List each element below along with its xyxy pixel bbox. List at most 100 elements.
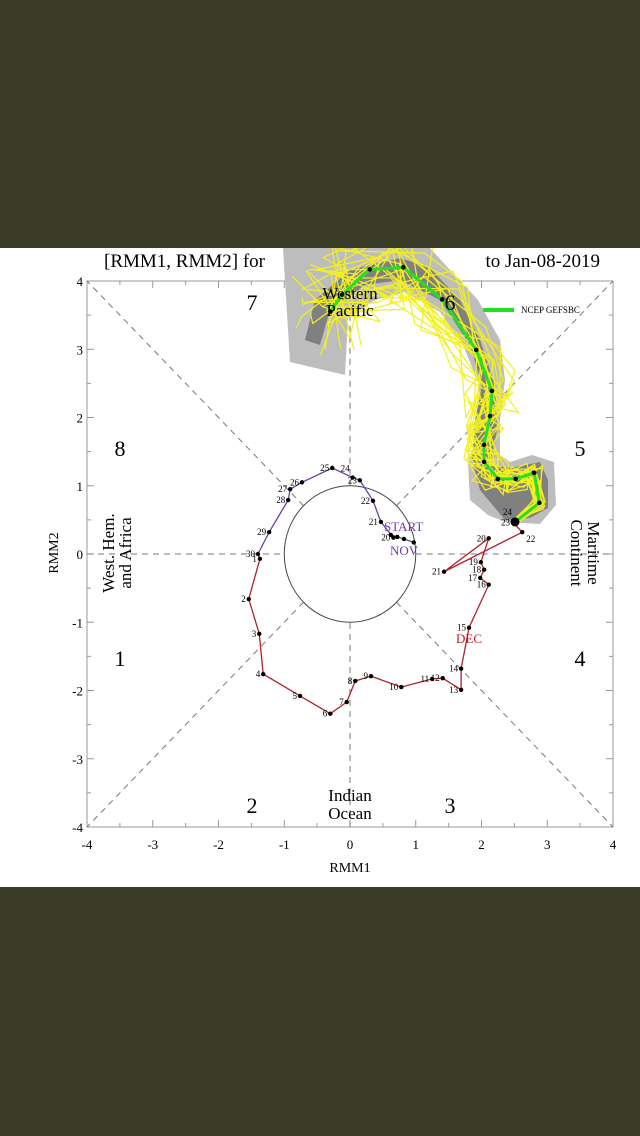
day-label: 30 bbox=[246, 549, 256, 559]
day-point bbox=[370, 498, 376, 503]
region-maritime-1: Maritime bbox=[584, 521, 603, 584]
day-label: 6 bbox=[323, 709, 328, 719]
mean-forecast-point bbox=[531, 470, 537, 476]
day-label: 21 bbox=[369, 517, 378, 527]
day-point bbox=[477, 575, 483, 581]
day-label: 21 bbox=[432, 567, 441, 577]
mean-forecast-point bbox=[339, 292, 345, 297]
day-point bbox=[299, 480, 305, 485]
diagonal-dashed-line bbox=[86, 601, 304, 828]
day-point bbox=[440, 676, 445, 681]
diagonal-dashed-line bbox=[86, 280, 304, 507]
day-point bbox=[287, 486, 293, 492]
day-label: 23 bbox=[501, 518, 511, 528]
phase-7: 7 bbox=[247, 290, 258, 315]
day-label: 3 bbox=[252, 629, 257, 639]
day-label: 12 bbox=[431, 673, 440, 683]
x-tick-label: 3 bbox=[544, 837, 551, 852]
day-label: 13 bbox=[449, 685, 459, 695]
y-tick-label: -4 bbox=[72, 820, 83, 835]
day-point bbox=[368, 673, 374, 679]
day-point bbox=[486, 536, 491, 541]
mean-forecast-point bbox=[400, 265, 406, 270]
mean-forecast-point bbox=[487, 413, 493, 419]
day-point bbox=[478, 559, 484, 565]
mean-forecast-point bbox=[327, 309, 333, 315]
day-point bbox=[441, 569, 447, 574]
day-point bbox=[401, 536, 407, 542]
day-label: 22 bbox=[361, 496, 370, 506]
day-label: 25 bbox=[320, 463, 330, 473]
day-point bbox=[330, 465, 335, 471]
day-point bbox=[399, 684, 404, 690]
region-westhem-1: West. Hem. bbox=[99, 513, 118, 592]
day-label: 17 bbox=[468, 573, 478, 583]
day-point bbox=[395, 534, 400, 540]
phase-1: 1 bbox=[115, 646, 126, 671]
x-tick-label: -2 bbox=[213, 837, 224, 852]
day-label: 1 bbox=[252, 554, 257, 564]
x-tick-label: -4 bbox=[82, 837, 93, 852]
annotations: START NOV DEC bbox=[384, 519, 482, 646]
day-label: 10 bbox=[389, 682, 399, 692]
day-point bbox=[520, 529, 525, 535]
day-point bbox=[285, 497, 291, 503]
x-tick-label: 4 bbox=[610, 837, 617, 852]
region-wp-2: Pacific bbox=[326, 301, 374, 320]
day-point bbox=[357, 478, 363, 483]
region-indian-2: Ocean bbox=[328, 804, 372, 823]
day-label: 9 bbox=[364, 671, 369, 681]
day-point bbox=[350, 475, 355, 480]
day-point bbox=[429, 676, 435, 682]
day-label: 11 bbox=[421, 674, 430, 684]
spread-inner bbox=[305, 258, 548, 520]
y-tick-label: 3 bbox=[77, 342, 84, 357]
mean-forecast-point bbox=[513, 476, 518, 482]
phase-3: 3 bbox=[445, 793, 456, 818]
title-right: to Jan-08-2019 bbox=[485, 251, 600, 272]
day-point bbox=[344, 699, 349, 705]
day-label: 18 bbox=[472, 565, 482, 575]
legend: NCEP GEFSBC bbox=[483, 305, 580, 315]
y-axis-label: RMM2 bbox=[47, 532, 62, 573]
x-tick-label: 2 bbox=[478, 837, 485, 852]
ensemble-member-line bbox=[309, 285, 539, 525]
legend-label: NCEP GEFSBC bbox=[521, 305, 580, 315]
x-axis-label: RMM1 bbox=[329, 861, 370, 876]
phase-2: 2 bbox=[247, 793, 258, 818]
current-day-marker bbox=[510, 517, 520, 527]
day-point bbox=[486, 582, 491, 587]
region-maritime-2: Continent bbox=[567, 519, 586, 586]
ensemble-member-line bbox=[310, 264, 543, 522]
mean-forecast-point bbox=[537, 500, 542, 506]
day-point bbox=[266, 529, 272, 535]
day-label: 16 bbox=[477, 580, 487, 590]
day-label: 5 bbox=[293, 691, 298, 701]
day-point bbox=[255, 551, 261, 557]
y-tick-label: -1 bbox=[72, 615, 83, 630]
nov-label: NOV bbox=[390, 543, 419, 558]
day-label: 15 bbox=[457, 623, 467, 633]
day-label: 23 bbox=[348, 475, 358, 485]
day-point bbox=[297, 693, 303, 699]
mean-forecast-point bbox=[481, 459, 487, 465]
day-label: 29 bbox=[257, 527, 267, 537]
day-label: 27 bbox=[278, 484, 288, 494]
day-label: 4 bbox=[256, 669, 261, 679]
y-tick-label: 4 bbox=[77, 274, 84, 289]
day-label: 7 bbox=[339, 697, 344, 707]
day-point bbox=[458, 666, 464, 671]
mean-forecast-point bbox=[367, 267, 373, 272]
day-point bbox=[391, 535, 396, 540]
ensemble-member-line bbox=[336, 265, 542, 524]
day-label: 20 bbox=[381, 533, 391, 543]
day-point bbox=[353, 678, 358, 684]
phase-guides bbox=[86, 280, 614, 828]
day-point bbox=[261, 671, 266, 677]
day-label: 26 bbox=[290, 477, 300, 487]
x-tick-label: 1 bbox=[413, 837, 420, 852]
day-label: 14 bbox=[449, 664, 459, 674]
dec-track-line bbox=[248, 521, 524, 715]
x-tick-label: -1 bbox=[279, 837, 290, 852]
